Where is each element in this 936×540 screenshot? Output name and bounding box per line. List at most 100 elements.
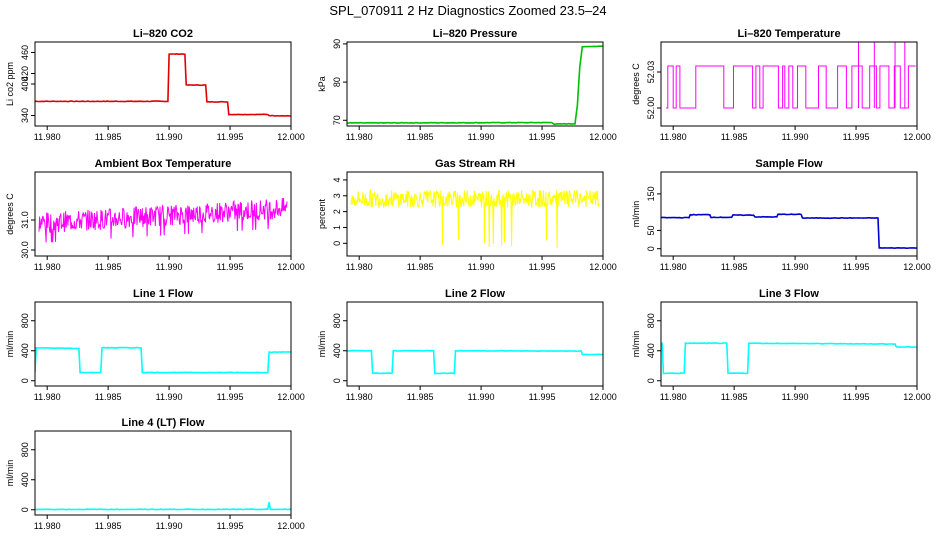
- x-tick-label: 11.985: [721, 262, 748, 272]
- x-tick-label: 11.990: [156, 132, 183, 142]
- x-tick-label: 12.000: [903, 262, 931, 272]
- x-tick-label: 11.990: [468, 132, 495, 142]
- x-tick-label: 11.995: [843, 392, 870, 402]
- y-tick-label: 800: [646, 313, 656, 328]
- series-line: [35, 502, 291, 511]
- x-tick-label: 11.985: [95, 392, 122, 402]
- plot-frame: [346, 171, 604, 257]
- data-series: [666, 42, 916, 109]
- series-line: [35, 52, 291, 117]
- y-tick-label: 400: [20, 343, 30, 358]
- y-tick-label: 400: [20, 472, 30, 487]
- panel-line4: Line 4 (LT) Flow 11.980 11.985 11.990 11.995…: [5, 417, 305, 531]
- y-tick-label: 31.0: [20, 211, 30, 229]
- x-tick-label: 11.985: [95, 521, 122, 531]
- panel-sample: Sample Flow 11.980 11.985 11.990 11.995 12.00…: [631, 158, 931, 272]
- y-axis-label: degrees C: [5, 193, 15, 235]
- x-tick-label: 12.000: [903, 132, 931, 142]
- y-tick-label: 0: [646, 246, 656, 251]
- series-line: [661, 341, 917, 375]
- panel-rh: Gas Stream RH 11.980 11.985 11.990 11.995 12.…: [317, 158, 617, 272]
- x-tick-label: 11.980: [346, 262, 373, 272]
- y-axis-label: ml/min: [5, 460, 15, 487]
- y-tick-label: 1: [332, 225, 342, 230]
- x-tick-label: 11.990: [468, 392, 495, 402]
- x-tick-label: 12.000: [277, 392, 305, 402]
- panel-ambient: Ambient Box Temperature 11.980 11.985 11.99…: [5, 158, 305, 272]
- series-line: [35, 346, 291, 374]
- data-series: [661, 341, 917, 375]
- y-tick-label: 800: [20, 313, 30, 328]
- y-tick-label: 150: [646, 186, 656, 201]
- panel-line2: Line 2 Flow 11.980 11.985 11.990 11.995 12.00…: [317, 288, 617, 402]
- x-tick-label: 12.000: [277, 262, 305, 272]
- series-line: [661, 213, 917, 250]
- data-series: [38, 197, 288, 243]
- x-tick-label: 11.985: [407, 262, 434, 272]
- y-tick-label: 0: [20, 378, 30, 383]
- plot-frame: [34, 301, 292, 387]
- x-tick-label: 11.995: [843, 132, 870, 142]
- y-tick-label: 420: [20, 66, 30, 81]
- panel-co2: Li–820 CO2 11.980 11.985 11.990 11.995 12.000…: [5, 28, 305, 142]
- plot-frame: [660, 41, 918, 127]
- x-tick-label: 11.995: [843, 262, 870, 272]
- y-tick-label: 400: [646, 343, 656, 358]
- y-tick-label: 400: [332, 343, 342, 358]
- x-tick-label: 11.990: [782, 392, 809, 402]
- data-series: [35, 52, 291, 117]
- x-tick-label: 12.000: [589, 392, 617, 402]
- panel-title: Sample Flow: [755, 158, 823, 170]
- y-tick-label: 460: [20, 45, 30, 60]
- y-axis-label: Li co2 ppm: [5, 62, 15, 106]
- panel-title: Li–820 Pressure: [433, 28, 517, 40]
- y-tick-label: 0: [20, 507, 30, 512]
- panel-title: Gas Stream RH: [435, 158, 515, 170]
- x-tick-label: 11.995: [217, 392, 244, 402]
- panel-pressure: Li–820 Pressure 11.980 11.985 11.990 11.995 1…: [317, 28, 617, 142]
- y-tick-label: 2: [332, 209, 342, 214]
- x-tick-label: 11.985: [95, 132, 122, 142]
- x-tick-label: 12.000: [277, 521, 305, 531]
- y-axis-label: percent: [317, 198, 327, 229]
- x-tick-label: 11.980: [34, 521, 61, 531]
- plot-frame: [660, 171, 918, 257]
- x-tick-label: 11.995: [217, 262, 244, 272]
- data-series: [350, 188, 600, 248]
- page-title: SPL_070911 2 Hz Diagnostics Zoomed 23.5–…: [329, 3, 606, 18]
- y-tick-label: 800: [332, 313, 342, 328]
- x-tick-label: 11.980: [34, 262, 61, 272]
- panel-title: Line 2 Flow: [445, 288, 505, 300]
- x-tick-label: 11.980: [660, 392, 687, 402]
- y-axis-label: kPa: [317, 76, 327, 92]
- plot-frame: [34, 430, 292, 516]
- x-tick-label: 11.990: [156, 262, 183, 272]
- x-tick-label: 11.980: [660, 262, 687, 272]
- x-tick-label: 12.000: [903, 392, 931, 402]
- x-tick-label: 11.980: [346, 132, 373, 142]
- plot-frame: [346, 301, 604, 387]
- y-tick-label: 70: [332, 115, 342, 125]
- data-series: [35, 502, 291, 511]
- x-tick-label: 11.980: [34, 392, 61, 402]
- x-tick-label: 11.990: [782, 262, 809, 272]
- data-series: [347, 45, 603, 126]
- x-tick-label: 11.985: [721, 392, 748, 402]
- data-series: [35, 346, 291, 374]
- series-line: [347, 45, 603, 126]
- panel-title: Li–820 CO2: [133, 28, 193, 40]
- x-tick-label: 11.985: [95, 262, 122, 272]
- y-tick-label: 90: [332, 39, 342, 49]
- y-tick-label: 80: [332, 77, 342, 87]
- x-tick-label: 11.990: [468, 262, 495, 272]
- plot-frame: [660, 301, 918, 387]
- plot-frame: [34, 171, 292, 257]
- panel-title: Line 3 Flow: [759, 288, 819, 300]
- plot-frame: [346, 41, 604, 127]
- y-tick-label: 30.0: [20, 241, 30, 259]
- y-axis-label: degrees C: [631, 63, 641, 105]
- y-tick-label: 0: [332, 378, 342, 383]
- y-tick-label: 0: [646, 378, 656, 383]
- y-axis-label: ml/min: [631, 201, 641, 228]
